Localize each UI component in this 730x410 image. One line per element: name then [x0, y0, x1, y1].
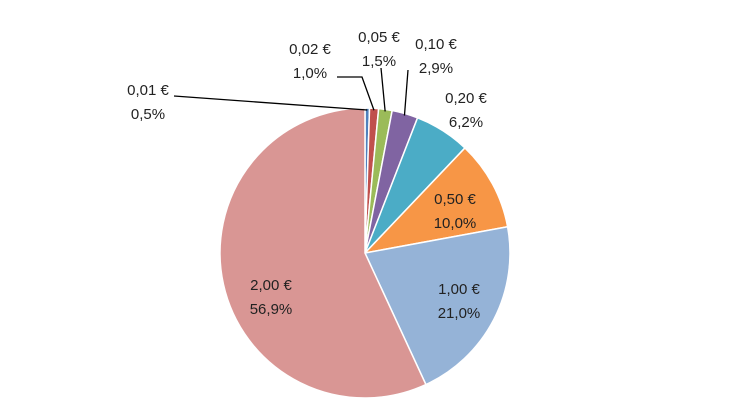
leader-lines [173, 67, 409, 116]
pie-slice-7 [363, 225, 511, 386]
leader-line-3 [380, 67, 386, 112]
slice-labels: 0,01 € 0,5% 0,02 € 1,0% 0,05 € 1,5% 0,10 € 2,9%… [127, 29, 487, 322]
slice-label-name-5: 0,20 € [445, 90, 487, 107]
slice-label-percent-5: 6,2% [449, 114, 483, 131]
leader-line-4 [403, 69, 409, 116]
slice-label-percent-6: 10,0% [434, 215, 477, 232]
pie-slice-8 [219, 107, 427, 399]
slice-label-percent-4: 2,9% [419, 60, 453, 77]
slice-label-name-2: 0,02 € [289, 41, 331, 58]
slice-label-percent-3: 1,5% [362, 53, 396, 70]
slice-label-percent-1: 0,5% [131, 106, 165, 123]
slice-label-name-1: 0,01 € [127, 82, 169, 99]
leader-line-2 [337, 76, 375, 111]
leader-line-1 [173, 95, 368, 111]
pie-slice-6 [362, 146, 509, 255]
slice-label-percent-7: 21,0% [438, 305, 481, 322]
slice-label-percent-8: 56,9% [250, 301, 293, 318]
slice-label-name-7: 1,00 € [438, 281, 480, 298]
slice-label-name-3: 0,05 € [358, 29, 400, 46]
slice-label-name-8: 2,00 € [250, 277, 292, 294]
slice-label-percent-2: 1,0% [293, 65, 327, 82]
pie-slices [219, 107, 511, 399]
slice-label-name-6: 0,50 € [434, 191, 476, 208]
slice-label-name-4: 0,10 € [415, 36, 457, 53]
